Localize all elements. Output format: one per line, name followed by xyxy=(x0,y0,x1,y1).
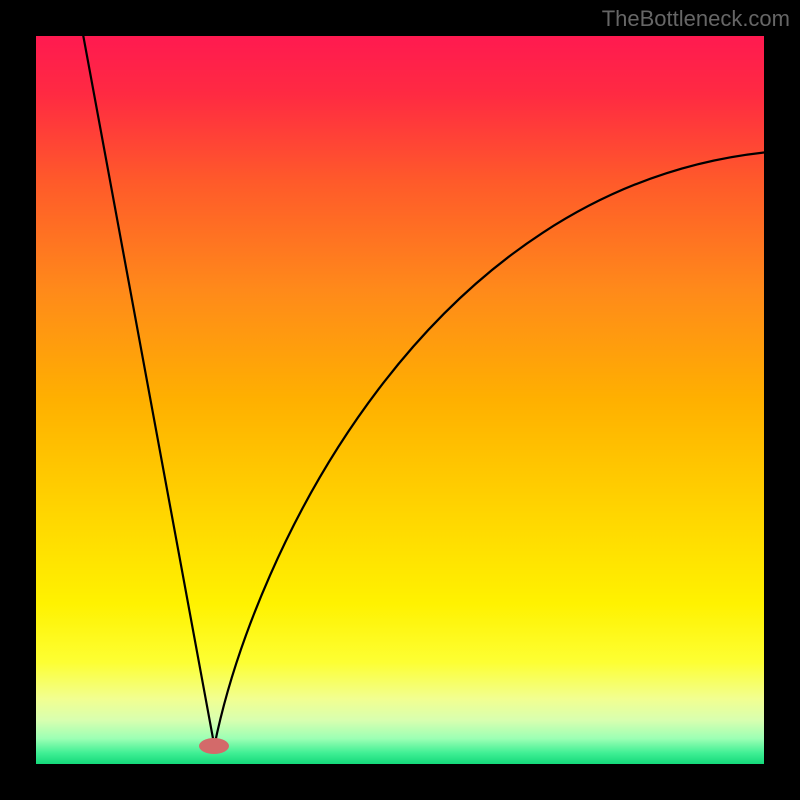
watermark-text: TheBottleneck.com xyxy=(602,6,790,32)
chart-frame: TheBottleneck.com xyxy=(0,0,800,800)
bottleneck-marker xyxy=(199,738,229,754)
bottleneck-curve xyxy=(36,36,764,764)
plot-area xyxy=(36,36,764,764)
